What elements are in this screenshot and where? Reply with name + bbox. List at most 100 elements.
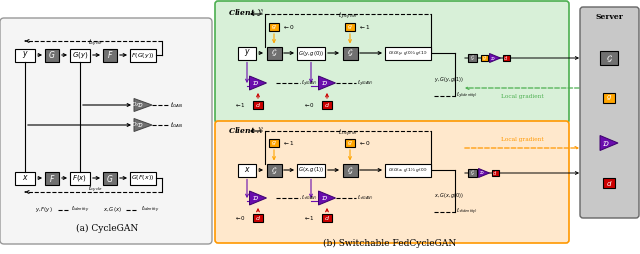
- Text: $\ell_{cycle}$: $\ell_{cycle}$: [88, 184, 102, 195]
- FancyBboxPatch shape: [253, 101, 263, 109]
- FancyBboxPatch shape: [467, 169, 477, 177]
- Text: (a) CycleGAN: (a) CycleGAN: [76, 224, 138, 233]
- Text: $D_Y$: $D_Y$: [131, 121, 141, 130]
- Text: (b) Switchable FedCycleGAN: (b) Switchable FedCycleGAN: [323, 239, 456, 248]
- Polygon shape: [479, 168, 490, 178]
- Text: $\ell_{GAN}$: $\ell_{GAN}$: [170, 100, 184, 110]
- FancyBboxPatch shape: [322, 214, 332, 222]
- Text: $d$: $d$: [255, 214, 261, 222]
- Text: $G$: $G$: [48, 50, 56, 60]
- Text: $g$: $g$: [606, 93, 612, 103]
- FancyBboxPatch shape: [603, 178, 615, 188]
- Text: $D_X$: $D_X$: [131, 101, 141, 109]
- FancyBboxPatch shape: [130, 49, 156, 61]
- Text: $\ell_{\mathcal{X}(cycle)}$: $\ell_{\mathcal{X}(cycle)}$: [338, 128, 358, 139]
- Text: Client $\mathcal{X}$: Client $\mathcal{X}$: [228, 125, 264, 135]
- Text: $G(x,g(1))$: $G(x,g(1))$: [298, 166, 324, 174]
- Text: $F$: $F$: [107, 50, 113, 60]
- Text: $\leftarrow 1$: $\leftarrow 1$: [234, 101, 246, 109]
- FancyBboxPatch shape: [297, 164, 325, 177]
- Text: $\mathcal{G}$: $\mathcal{G}$: [470, 54, 474, 62]
- Text: Local gradient: Local gradient: [500, 137, 543, 142]
- FancyBboxPatch shape: [103, 49, 117, 61]
- Polygon shape: [319, 191, 335, 205]
- Text: $\ell_{\mathcal{Y}(identity)}$: $\ell_{\mathcal{Y}(identity)}$: [456, 91, 478, 101]
- Polygon shape: [600, 135, 618, 151]
- Text: $\leftarrow 0$: $\leftarrow 0$: [234, 214, 246, 222]
- FancyBboxPatch shape: [603, 93, 615, 103]
- Text: $\leftarrow 1$: $\leftarrow 1$: [282, 139, 294, 147]
- FancyBboxPatch shape: [269, 139, 279, 147]
- Text: $G$: $G$: [106, 172, 114, 183]
- Polygon shape: [319, 76, 335, 90]
- Text: $G(F(x))$: $G(F(x))$: [131, 173, 155, 183]
- FancyBboxPatch shape: [215, 1, 569, 123]
- FancyBboxPatch shape: [385, 164, 431, 177]
- Text: $\leftarrow 1$: $\leftarrow 1$: [303, 214, 315, 222]
- Text: $\leftarrow 0$: $\leftarrow 0$: [303, 101, 315, 109]
- FancyBboxPatch shape: [342, 46, 358, 59]
- Text: $\mathcal{G}$: $\mathcal{G}$: [347, 165, 353, 176]
- Text: $G(G(y,g(0)),g(1))$: $G(G(y,g(0)),g(1))$: [388, 49, 428, 57]
- Text: $\mathcal{D}$: $\mathcal{D}$: [321, 79, 328, 87]
- FancyBboxPatch shape: [345, 139, 355, 147]
- Text: $g$: $g$: [347, 23, 353, 31]
- Text: $\leftarrow 0$: $\leftarrow 0$: [282, 23, 294, 31]
- Text: $\mathcal{D}$: $\mathcal{D}$: [252, 194, 259, 202]
- Text: $g$: $g$: [481, 54, 486, 62]
- Text: $d$: $d$: [324, 101, 330, 109]
- Text: $\ell_{GAN}$: $\ell_{GAN}$: [170, 120, 184, 130]
- FancyBboxPatch shape: [342, 164, 358, 177]
- Text: $\mathcal{D}$: $\mathcal{D}$: [479, 169, 485, 177]
- Text: $y$: $y$: [22, 50, 28, 60]
- Text: $g$: $g$: [271, 139, 277, 147]
- Text: $\mathcal{D}$: $\mathcal{D}$: [602, 138, 610, 148]
- Text: $F$: $F$: [49, 172, 55, 183]
- Text: $G(y)$: $G(y)$: [72, 50, 88, 60]
- Polygon shape: [490, 54, 500, 62]
- Text: $x$: $x$: [244, 166, 250, 174]
- FancyBboxPatch shape: [266, 164, 282, 177]
- FancyBboxPatch shape: [600, 51, 618, 65]
- FancyBboxPatch shape: [45, 171, 59, 184]
- Text: $\leftarrow 0$: $\leftarrow 0$: [358, 139, 371, 147]
- FancyBboxPatch shape: [45, 49, 59, 61]
- Text: $\ell_{\mathcal{X}(GAN)}$: $\ell_{\mathcal{X}(GAN)}$: [301, 194, 317, 202]
- Text: $\mathcal{D}$: $\mathcal{D}$: [321, 194, 328, 202]
- Text: $\mathcal{D}$: $\mathcal{D}$: [490, 55, 496, 61]
- FancyBboxPatch shape: [215, 121, 569, 243]
- Text: $\mathcal{D}$: $\mathcal{D}$: [137, 101, 143, 109]
- Polygon shape: [134, 119, 152, 132]
- FancyBboxPatch shape: [130, 171, 156, 184]
- Text: $y, F(y)$: $y, F(y)$: [35, 205, 53, 214]
- FancyBboxPatch shape: [238, 46, 256, 59]
- Text: $G(G(x,g(1)),g(0))$: $G(G(x,g(1)),g(0))$: [388, 166, 428, 174]
- Text: $y$: $y$: [244, 47, 250, 58]
- Text: $F(G(y))$: $F(G(y))$: [131, 51, 155, 59]
- Text: $d$: $d$: [324, 214, 330, 222]
- Text: $G(y,g(0))$: $G(y,g(0))$: [298, 49, 324, 57]
- FancyBboxPatch shape: [70, 49, 90, 61]
- Text: $x, G(x,g(0))$: $x, G(x,g(0))$: [434, 190, 464, 199]
- Text: $\leftarrow 1$: $\leftarrow 1$: [358, 23, 371, 31]
- Text: $\mathcal{G}$: $\mathcal{G}$: [347, 47, 353, 58]
- Text: $\mathcal{G}$: $\mathcal{G}$: [271, 165, 277, 176]
- Text: $\mathcal{G}$: $\mathcal{G}$: [470, 169, 474, 177]
- Text: $\ell_{\mathcal{Y}(cycle)}$: $\ell_{\mathcal{Y}(cycle)}$: [338, 11, 358, 22]
- FancyBboxPatch shape: [467, 54, 477, 62]
- Text: $\ell_{\mathcal{Y}(GAN)}$: $\ell_{\mathcal{Y}(GAN)}$: [301, 78, 317, 88]
- Text: $\ell_{identity}$: $\ell_{identity}$: [71, 205, 89, 215]
- FancyBboxPatch shape: [269, 23, 279, 31]
- Text: $d$: $d$: [504, 54, 509, 62]
- FancyBboxPatch shape: [238, 164, 256, 177]
- Text: $y, G(y,g(1))$: $y, G(y,g(1))$: [434, 75, 464, 85]
- Text: $g$: $g$: [347, 139, 353, 147]
- Text: $\mathcal{D}$: $\mathcal{D}$: [252, 79, 259, 87]
- Polygon shape: [250, 191, 266, 205]
- FancyBboxPatch shape: [103, 171, 117, 184]
- Text: Client $\mathcal{Y}$: Client $\mathcal{Y}$: [228, 7, 264, 18]
- Text: $x, G(x)$: $x, G(x)$: [102, 205, 122, 214]
- Text: Local gradient: Local gradient: [500, 94, 543, 99]
- FancyBboxPatch shape: [580, 7, 639, 218]
- Text: $F(x)$: $F(x)$: [72, 173, 88, 183]
